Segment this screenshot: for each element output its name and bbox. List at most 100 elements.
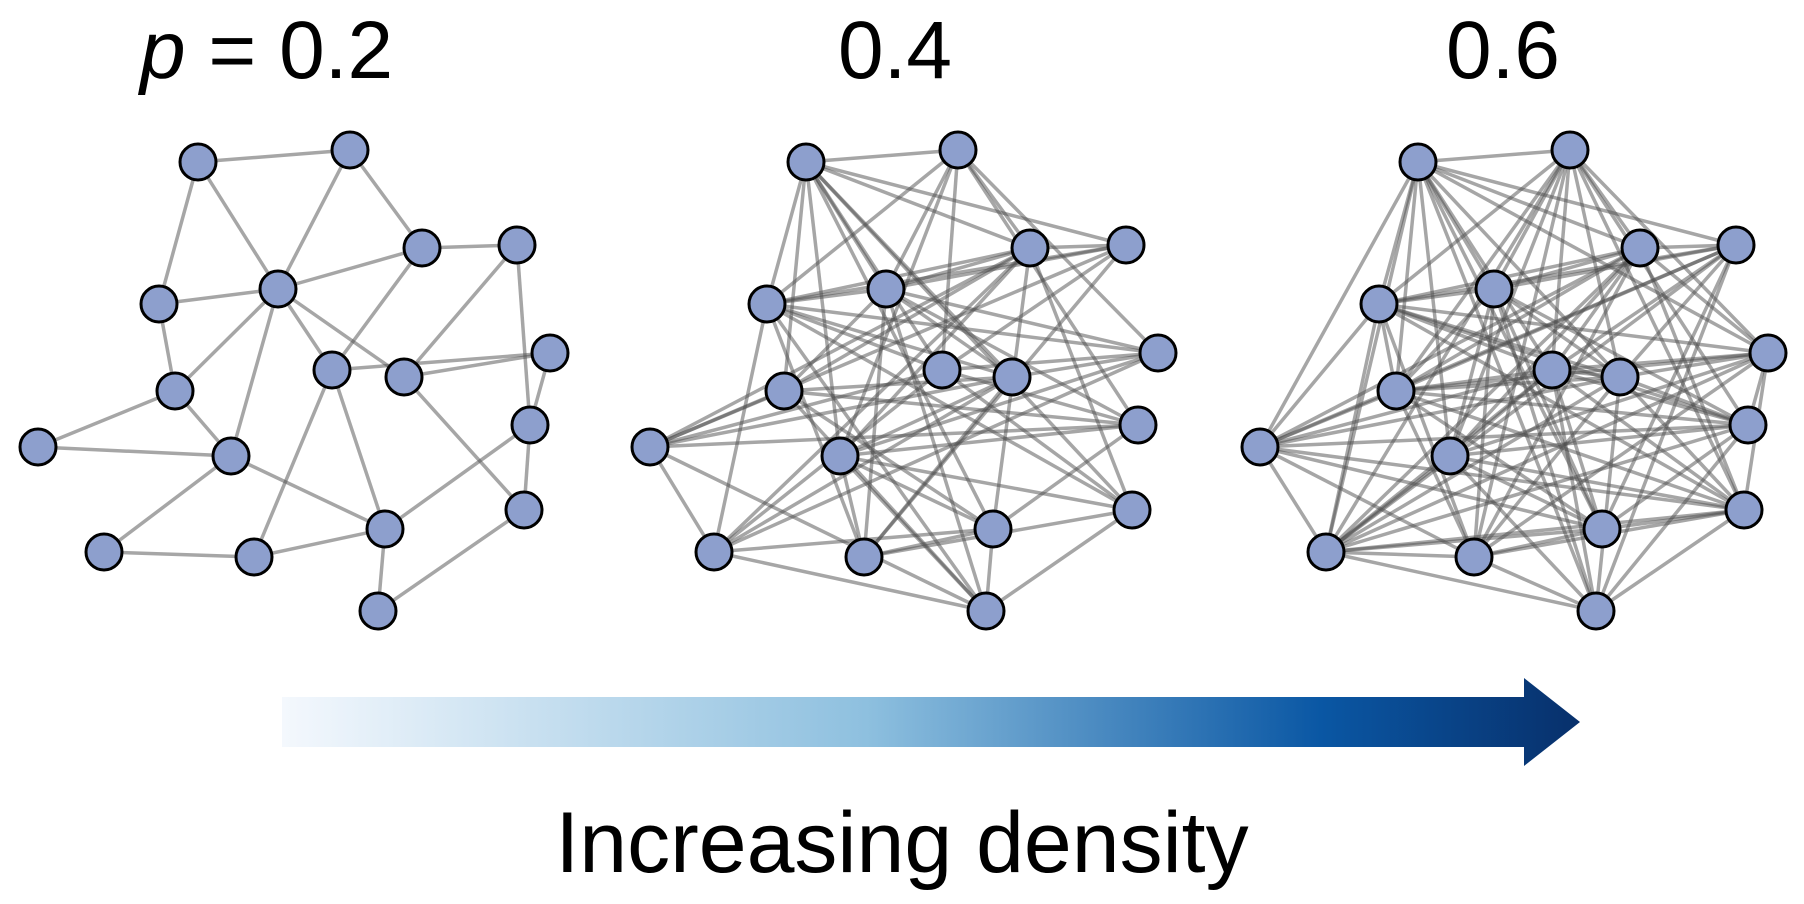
graph-node	[258, 269, 298, 309]
graph-edge	[765, 302, 988, 613]
graph-edge	[103, 550, 255, 559]
graph-edge	[649, 445, 987, 613]
graph-edge	[839, 423, 1139, 458]
graph-node	[139, 284, 179, 324]
graph-edge	[102, 454, 233, 554]
graph-edge	[839, 375, 1013, 458]
graph-edge	[804, 161, 995, 530]
graph-edge	[1416, 160, 1622, 379]
graph-edge	[1600, 423, 1750, 531]
graph-edge	[839, 454, 994, 531]
graph-edge	[713, 550, 987, 613]
graph-edge	[782, 287, 888, 393]
graph-edge	[197, 148, 351, 164]
graph-node	[1532, 350, 1572, 390]
graph-edge	[1259, 375, 1621, 449]
graph-edge	[402, 243, 519, 379]
graph-edge	[884, 287, 1014, 379]
graph-node	[18, 427, 58, 467]
graph-edge	[330, 369, 387, 530]
graph-edge	[941, 368, 1139, 427]
graph-edge	[1377, 148, 1572, 306]
graph-node	[1376, 371, 1416, 411]
graph-edge	[766, 302, 1013, 379]
title-value-2: 0.4	[838, 5, 952, 96]
graph-edge	[1619, 375, 1749, 427]
graph-node	[330, 130, 370, 170]
graph-edge	[196, 161, 280, 290]
graph-edge	[765, 161, 808, 305]
graph-edge	[649, 423, 1139, 449]
graph-edge	[276, 149, 352, 290]
graph-edge	[941, 243, 1127, 372]
graph-node	[747, 284, 787, 324]
graph-edge	[838, 454, 988, 613]
graph-edge	[348, 148, 424, 250]
graph-edge	[383, 423, 532, 531]
graph-edge	[649, 246, 1031, 449]
panel-title-3: 0.6	[1446, 10, 1560, 92]
graph-edge	[649, 389, 785, 449]
graph-node	[155, 371, 195, 411]
graph-edge	[1493, 246, 1641, 291]
graph-node	[694, 532, 734, 572]
graph-edge	[1325, 508, 1745, 554]
graph-edge	[1395, 368, 1553, 393]
panel-title-1: p = 0.2	[140, 10, 393, 92]
graph-edge	[956, 148, 1160, 355]
graph-node	[1550, 130, 1590, 170]
graph-node	[966, 591, 1006, 631]
graph-node	[358, 591, 398, 631]
graph-node	[84, 532, 124, 572]
graph-edge	[1325, 550, 1597, 613]
graph-edge	[649, 368, 943, 449]
graph-edge	[765, 303, 866, 558]
graph-node	[1118, 405, 1158, 445]
graph-node	[973, 509, 1013, 549]
graph-edge	[805, 148, 959, 164]
graph-node	[630, 427, 670, 467]
graph-edge	[1377, 303, 1476, 558]
graph-edge	[1449, 351, 1769, 458]
graph-node	[1728, 405, 1768, 445]
graph-node	[234, 537, 274, 577]
graph-node	[1240, 427, 1280, 467]
graph-edge	[1259, 246, 1641, 449]
graph-edge	[839, 351, 1159, 458]
graph-edge	[1449, 423, 1749, 458]
graph-edge	[229, 288, 280, 457]
graph-edge	[956, 149, 1140, 426]
graph-edge	[804, 161, 842, 457]
title-value-1: 0.2	[279, 5, 394, 96]
graph-edge	[1011, 351, 1159, 379]
graph-edge	[1325, 375, 1621, 554]
density-caption: Increasing density	[555, 795, 1249, 891]
graph-node	[1454, 537, 1494, 577]
graph-node	[1398, 142, 1438, 182]
graph-edge	[885, 287, 1139, 427]
graph-edge	[1394, 287, 1496, 393]
graph-node	[1430, 436, 1470, 476]
graph-edge	[782, 161, 808, 392]
graph-node	[1576, 591, 1616, 631]
graph-node	[1359, 284, 1399, 324]
graph-node	[1112, 490, 1152, 530]
graph-node	[820, 436, 860, 476]
graph-edge	[1449, 454, 1745, 512]
graph-edge	[1258, 302, 1381, 449]
graph-node	[922, 350, 962, 390]
graph-edge	[884, 149, 960, 290]
graph-node	[844, 537, 884, 577]
graph-node	[510, 405, 550, 445]
graph-edge	[253, 527, 386, 559]
graph-edge	[1550, 369, 1598, 612]
graph-edge	[1618, 243, 1738, 379]
graph-edge	[1259, 389, 1397, 449]
graph-edge	[1473, 555, 1597, 613]
graph-node	[504, 490, 544, 530]
graph-node	[1716, 225, 1756, 265]
graph-edge	[1325, 550, 1475, 559]
graph-edge	[991, 423, 1140, 531]
graph-edge	[1394, 148, 1572, 393]
